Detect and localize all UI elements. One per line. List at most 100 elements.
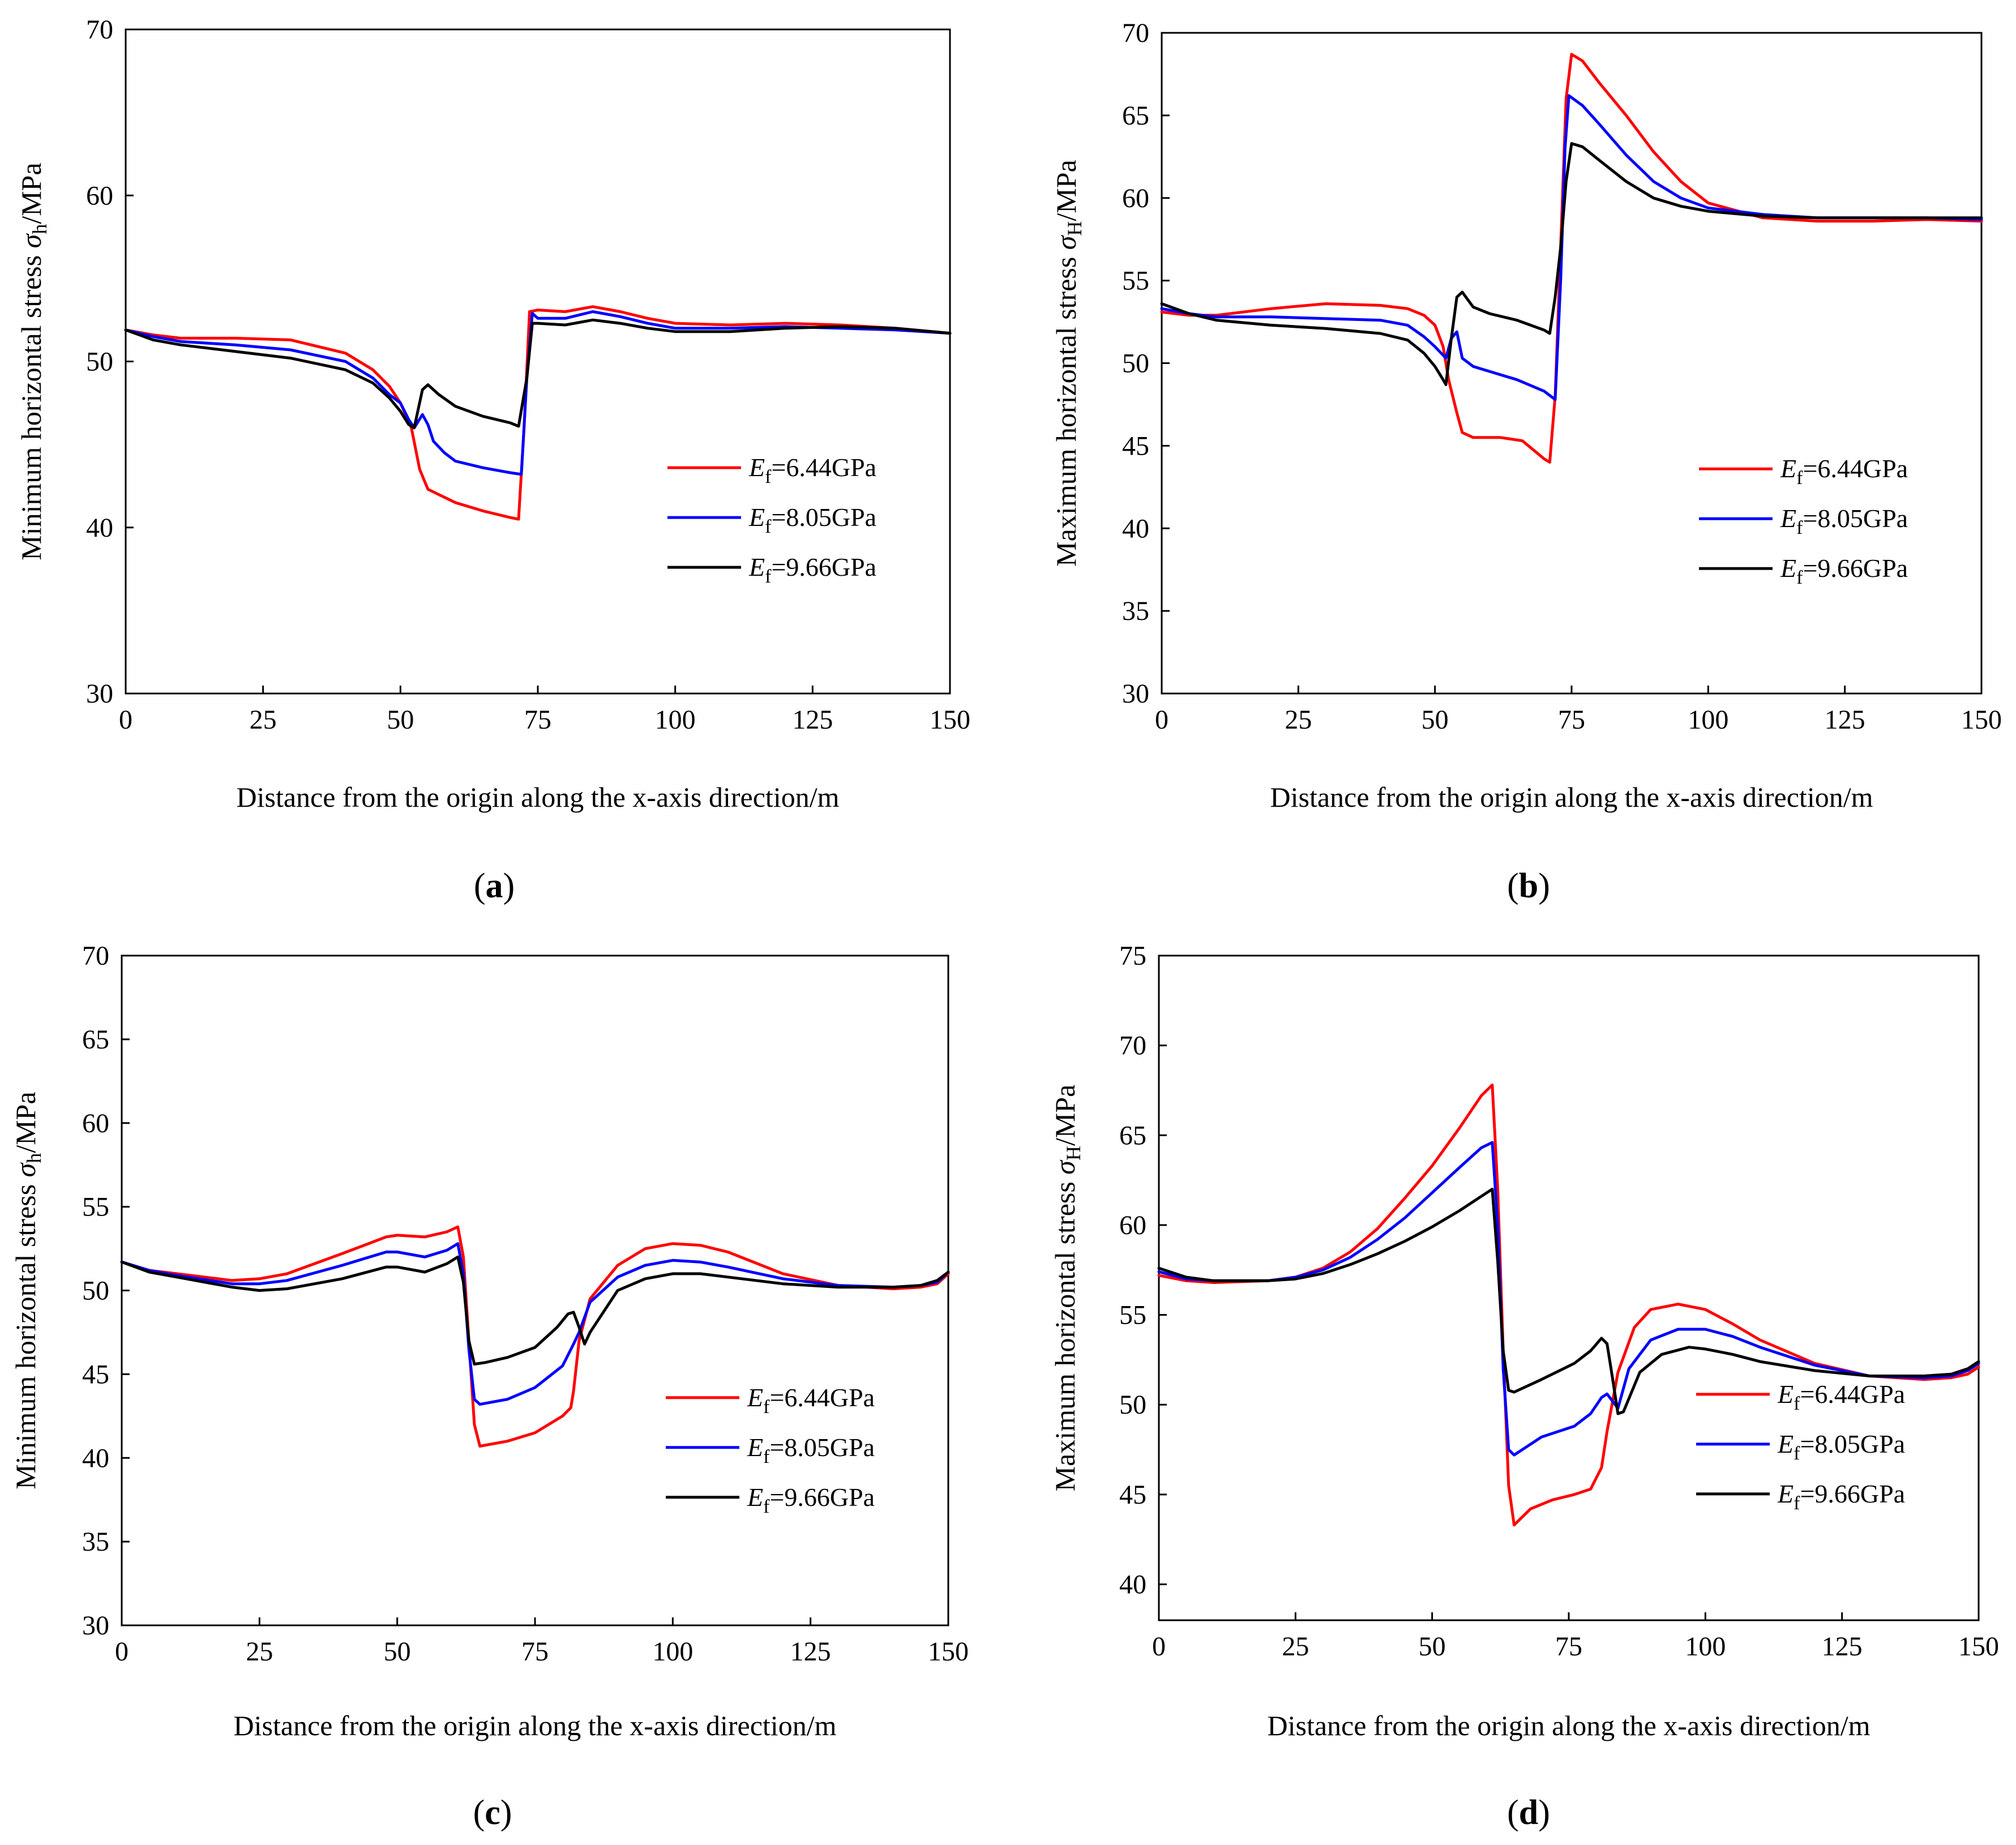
y-tick-label: 40 [82,1443,109,1473]
series-line-1 [124,305,952,521]
y-axis-title: Maximum horizontal stress σH/MPa [1050,160,1086,567]
y-tick-label: 60 [82,1108,109,1138]
x-tick-label: 50 [1422,705,1449,735]
x-tick-label: 0 [1155,705,1168,735]
panel-label: (d) [1507,1793,1550,1832]
legend-label-1: Ef=6.44GPa [747,1383,875,1418]
y-tick-label: 60 [1119,1210,1146,1240]
series-line-2 [124,310,952,476]
y-tick-label: 65 [1122,101,1149,131]
legend-label-2: Ef=8.05GPa [747,1433,875,1467]
y-tick-label: 40 [1119,1570,1146,1600]
x-tick-label: 50 [384,1637,411,1667]
series-line-3 [120,1255,950,1366]
x-axis-title: Distance from the origin along the x-axi… [1270,781,1873,813]
x-tick-label: 50 [387,705,414,735]
legend-label-2: Ef=8.05GPa [1777,1429,1905,1464]
legend-label-3: Ef=9.66GPa [748,553,876,587]
x-tick-label: 150 [930,705,970,735]
y-tick-label: 70 [1119,1031,1146,1061]
y-tick-label: 60 [1122,183,1149,213]
y-tick-label: 35 [1122,596,1149,626]
legend-label-1: Ef=6.44GPa [1780,454,1908,489]
x-tick-label: 0 [115,1637,129,1667]
y-tick-label: 75 [1119,941,1146,971]
y-tick-label: 65 [82,1025,109,1055]
x-tick-label: 25 [1285,705,1312,735]
legend: Ef=6.44GPa Ef=8.05GPa Ef=9.66GPa [667,453,876,587]
y-axis-title: Minimum horizontal stress σh/MPa [15,162,51,560]
x-tick-label: 150 [1961,705,2002,735]
x-tick-label: 125 [792,705,833,735]
chart-panel-d: 0 25 50 75 100 125 150 40 45 50 55 60 65 70 75 Distance… [1049,941,1999,1832]
panel-label: (c) [473,1793,512,1832]
y-tick-label: 50 [82,1276,109,1306]
y-tick-label: 65 [1119,1120,1146,1150]
y-tick-label: 45 [82,1359,109,1389]
x-tick-label: 125 [790,1637,831,1667]
x-tick-label: 25 [250,705,277,735]
y-tick-label: 30 [86,679,113,709]
y-tick-label: 45 [1119,1480,1146,1510]
x-tick-label: 50 [1419,1632,1446,1662]
plot-frame [1161,32,1983,695]
y-tick-label: 35 [82,1527,109,1557]
series-line-3 [124,318,952,430]
y-tick-label: 30 [82,1611,109,1641]
series-line-3 [1157,1188,1980,1415]
y-tick-label: 40 [1122,513,1149,543]
legend-label-3: Ef=9.66GPa [1780,554,1908,588]
x-tick-label: 100 [1685,1632,1726,1662]
chart-panel-c: 0 25 50 75 100 125 150 30 35 40 45 50 55 60 65 70 Distan… [10,941,969,1832]
x-tick-label: 75 [1558,705,1585,735]
x-tick-label: 75 [524,705,551,735]
y-tick-label: 70 [86,15,113,45]
panel-label: (b) [1507,867,1550,905]
y-tick-label: 70 [1122,18,1149,48]
legend: Ef=6.44GPa Ef=8.05GPa Ef=9.66GPa [1696,1380,1905,1514]
series-line-1 [1157,1084,1980,1527]
x-tick-label: 75 [521,1637,549,1667]
y-tick-label: 50 [1119,1390,1146,1420]
x-tick-label: 100 [1688,705,1728,735]
series-line-2 [1157,1141,1980,1457]
x-tick-label: 150 [928,1637,969,1667]
legend-label-3: Ef=9.66GPa [747,1483,875,1517]
x-tick-label: 25 [1282,1632,1309,1662]
plot-frame [125,28,951,695]
legend-label-1: Ef=6.44GPa [748,453,876,487]
plot-frame [1158,954,1980,1621]
x-tick-label: 100 [652,1637,693,1667]
y-tick-label: 55 [1119,1300,1146,1330]
y-tick-label: 55 [1122,266,1149,296]
legend: Ef=6.44GPa Ef=8.05GPa Ef=9.66GPa [666,1383,875,1517]
y-tick-label: 70 [82,941,109,971]
x-axis-title: Distance from the origin along the x-axi… [234,1710,837,1741]
x-tick-label: 150 [1958,1632,1999,1662]
x-tick-label: 100 [655,705,696,735]
series-line-2 [1160,94,1983,401]
y-tick-label: 40 [86,513,113,543]
chart-panel-a: 0 25 50 75 100 125 150 30 40 50 60 70 Distance from … [15,15,970,905]
series-line-1 [120,1225,950,1448]
y-axis-title: Minimum horizontal stress σh/MPa [10,1091,45,1489]
legend-label-2: Ef=8.05GPa [748,503,876,537]
series-line-1 [1160,53,1983,464]
y-tick-label: 50 [1122,349,1149,379]
legend: Ef=6.44GPa Ef=8.05GPa Ef=9.66GPa [1699,454,1908,588]
x-tick-label: 25 [246,1637,273,1667]
chart-panel-b: 0 25 50 75 100 125 150 30 35 40 45 50 55 60 65 70 Distan… [1050,18,2002,905]
x-tick-label: 125 [1825,705,1865,735]
legend-label-1: Ef=6.44GPa [1777,1380,1905,1414]
y-tick-label: 45 [1122,431,1149,461]
x-axis-title: Distance from the origin along the x-axi… [1268,1710,1871,1741]
series-line-2 [120,1242,950,1406]
x-tick-label: 75 [1555,1632,1582,1662]
plot-frame [121,954,949,1626]
x-tick-label: 125 [1822,1632,1863,1662]
y-axis-title: Maximum horizontal stress σH/MPa [1049,1085,1085,1492]
legend-label-3: Ef=9.66GPa [1777,1479,1905,1514]
series-line-3 [1160,142,1983,386]
y-tick-label: 55 [82,1192,109,1222]
